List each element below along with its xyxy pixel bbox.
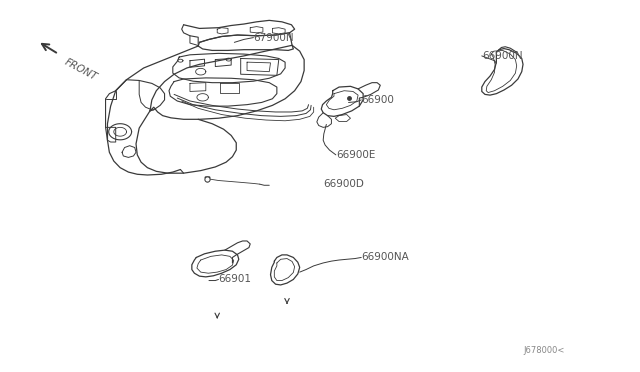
Text: 66900D: 66900D bbox=[323, 179, 364, 189]
Text: FRONT: FRONT bbox=[63, 57, 99, 83]
Text: 66900N: 66900N bbox=[482, 51, 522, 61]
Text: 67900N: 67900N bbox=[253, 33, 294, 42]
Text: 66900NA: 66900NA bbox=[361, 253, 409, 263]
Text: 66900: 66900 bbox=[361, 95, 394, 105]
Text: J678000<: J678000< bbox=[523, 346, 564, 355]
Text: 66901: 66901 bbox=[218, 275, 252, 285]
Text: 66900E: 66900E bbox=[336, 150, 375, 160]
